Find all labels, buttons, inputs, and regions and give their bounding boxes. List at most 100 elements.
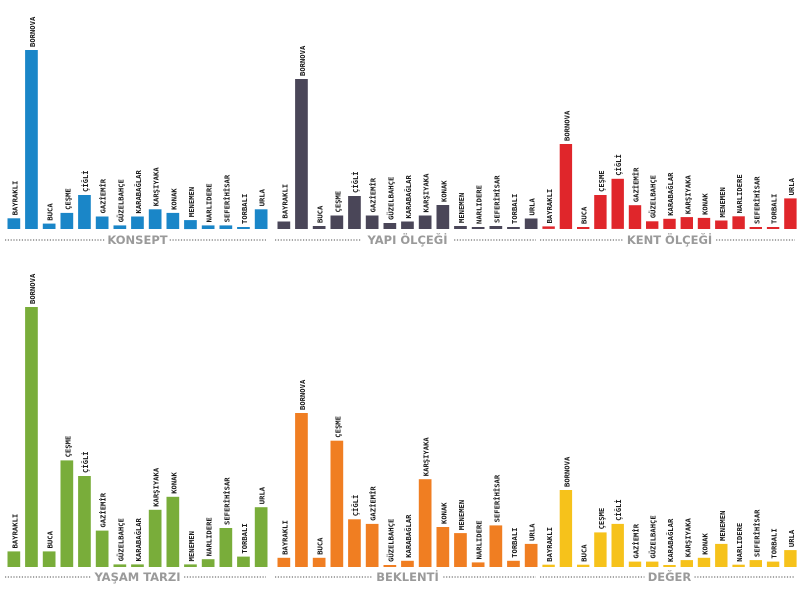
bar-label-konak: KONAK: [439, 502, 448, 524]
bar-karsiyaka: [148, 209, 162, 229]
bar-karabaglar: [663, 218, 676, 229]
bar-karsiyaka: [680, 560, 693, 567]
panel-title: DEĞER: [648, 569, 692, 584]
bar-label-cesme: ÇEŞME: [597, 170, 606, 192]
bar-seferihisar: [489, 226, 503, 229]
bar-label-cesme: ÇEŞME: [63, 436, 72, 458]
bar-label-cigli: ÇİĞLİ: [351, 171, 360, 193]
bar-label-gaziemir: GAZİEMİR: [99, 492, 108, 527]
bar-cigli: [348, 519, 361, 567]
bar-urla: [254, 209, 268, 229]
panel-deger: DEĞER BAYRAKLI BORNOVA BUCA ÇEŞME ÇİĞLİ GAZİEM…: [540, 456, 797, 584]
bar-label-menemen: MENEMEN: [457, 193, 466, 223]
bar-urla: [784, 198, 797, 229]
bar-karabaglar: [401, 560, 414, 567]
panel-title: KONSEPT: [107, 233, 167, 247]
bar-urla: [524, 543, 538, 567]
bar-cesme: [594, 532, 607, 567]
bar-guzelbahce: [113, 564, 127, 567]
bar-label-cigli: ÇİĞLİ: [614, 154, 623, 176]
bar-label-gaziemir: GAZİEMİR: [99, 178, 108, 213]
bar-bayrakli: [7, 218, 21, 229]
bar-gaziemir: [95, 530, 109, 567]
bar-label-seferihisar: SEFERİHİSAR: [492, 474, 501, 522]
bar-label-torbali: TORBALI: [510, 194, 519, 224]
panel-yapi-olcegi: YAPI ÖLÇEĞİ BAYRAKLI BORNOVA BUCA ÇEŞME ÇİĞLİ…: [275, 45, 538, 247]
bar-label-karabaglar: KARABAĞLAR: [666, 172, 675, 216]
bar-label-seferihisar: SEFERİHİSAR: [752, 176, 761, 224]
bar-label-guzelbahce: GÜZELBAHÇE: [649, 175, 658, 218]
bar-label-urla: URLA: [787, 177, 796, 195]
bar-menemen: [454, 226, 467, 229]
bar-label-urla: URLA: [787, 529, 796, 547]
bar-narlidere: [201, 559, 215, 567]
bar-label-menemen: MENEMEN: [457, 500, 466, 530]
panel-title: YAPI ÖLÇEĞİ: [367, 232, 448, 247]
bar-label-cigli: ÇİĞLİ: [81, 451, 90, 473]
bar-label-narlidere: NARLIDERE: [735, 174, 744, 213]
bar-label-torbali: TORBALI: [510, 528, 519, 558]
bar-konak: [436, 527, 450, 567]
bar-buca: [42, 551, 56, 567]
bar-label-torbali: TORBALI: [770, 528, 779, 558]
bar-label-konak: KONAK: [701, 532, 710, 554]
bar-seferihisar: [489, 525, 503, 567]
bar-narlidere: [471, 227, 485, 229]
bar-narlidere: [201, 225, 215, 229]
bar-narlidere: [471, 562, 485, 567]
bar-gaziemir: [628, 561, 642, 567]
bar-label-narlidere: NARLIDERE: [205, 183, 214, 222]
bar-torbali: [766, 561, 780, 567]
bar-label-guzelbahce: GÜZELBAHÇE: [116, 179, 125, 222]
bar-label-karsiyaka: KARŞIYAKA: [683, 517, 692, 557]
bar-label-narlidere: NARLIDERE: [735, 523, 744, 562]
bar-cesme: [60, 460, 74, 567]
bar-label-karsiyaka: KARŞIYAKA: [683, 174, 692, 214]
panel-yasam-tarzi: YAŞAM TARZI BAYRAKLI BORNOVA BUCA ÇEŞME ÇİĞLİ…: [5, 273, 268, 584]
bar-label-bornova: BORNOVA: [28, 273, 37, 304]
bar-label-urla: URLA: [528, 523, 537, 541]
bar-label-konak: KONAK: [169, 471, 178, 493]
bar-seferihisar: [749, 227, 762, 229]
bar-label-seferihisar: SEFERİHİSAR: [222, 174, 231, 222]
panel-konsept: KONSEPT BAYRAKLI BORNOVA BUCA ÇEŞME ÇİĞLİ GAZİ…: [5, 16, 268, 247]
bar-label-konak: KONAK: [169, 188, 178, 210]
bar-label-gaziemir: GAZİEMİR: [369, 177, 378, 212]
bar-label-buca: BUCA: [46, 530, 55, 548]
bar-cigli: [348, 196, 361, 229]
bar-menemen: [715, 543, 728, 567]
bar-menemen: [184, 564, 197, 567]
bar-torbali: [766, 227, 780, 229]
bar-label-bayrakli: BAYRAKLI: [280, 520, 289, 555]
panel-title: BEKLENTİ: [376, 569, 438, 584]
bar-cesme: [330, 440, 344, 567]
bar-narlidere: [732, 564, 745, 567]
bar-karsiyaka: [148, 509, 162, 567]
bar-label-cesme: ÇEŞME: [333, 191, 342, 213]
bar-menemen: [715, 220, 728, 229]
bar-label-bayrakli: BAYRAKLI: [545, 189, 554, 224]
bar-label-karabaglar: KARABAĞLAR: [666, 518, 675, 562]
bar-label-seferihisar: SEFERİHİSAR: [752, 509, 761, 557]
bar-label-torbali: TORBALI: [240, 194, 249, 224]
bar-label-bornova: BORNOVA: [562, 456, 571, 487]
bar-label-buca: BUCA: [316, 205, 325, 223]
bar-gaziemir: [365, 215, 379, 229]
bar-karabaglar: [131, 216, 144, 229]
bar-torbali: [507, 227, 520, 229]
bar-konak: [166, 212, 180, 229]
bar-menemen: [184, 220, 197, 230]
bar-bayrakli: [277, 221, 291, 229]
bar-label-cigli: ÇİĞLİ: [81, 170, 90, 192]
bar-narlidere: [732, 216, 745, 230]
bar-cigli: [78, 476, 91, 567]
bar-label-cigli: ÇİĞLİ: [351, 495, 360, 517]
bar-konak: [697, 557, 711, 567]
bar-seferihisar: [219, 528, 233, 567]
panel-title: YAŞAM TARZI: [93, 570, 180, 584]
bar-label-karabaglar: KARABAĞLAR: [134, 170, 143, 214]
bar-karabaglar: [401, 221, 414, 229]
bar-guzelbahce: [646, 221, 659, 229]
bar-label-buca: BUCA: [580, 544, 589, 562]
